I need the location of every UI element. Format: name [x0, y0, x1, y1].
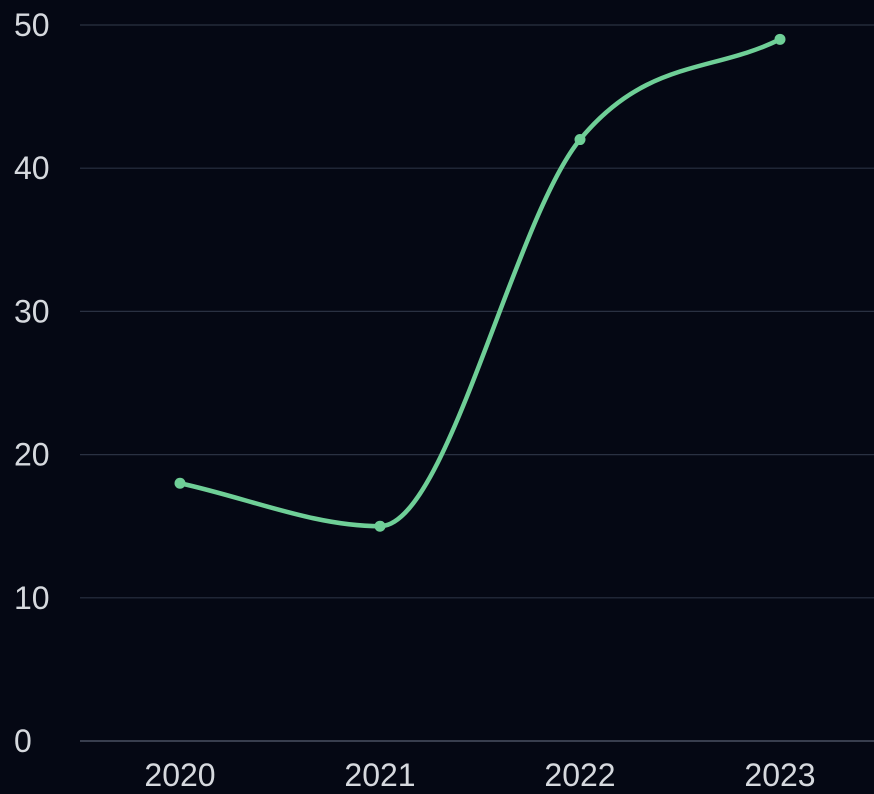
y-tick-label-30: 30: [14, 293, 50, 329]
x-tick-label-2022: 2022: [544, 757, 615, 793]
y-tick-label-50: 50: [14, 7, 50, 43]
grid-lines: [80, 24, 874, 742]
y-tick-label-0: 0: [14, 723, 32, 759]
y-tick-label-40: 40: [14, 150, 50, 186]
y-tick-label-10: 10: [14, 580, 50, 616]
x-tick-label-2023: 2023: [744, 757, 815, 793]
data-point-2023: [774, 33, 786, 45]
y-axis-ticks: 0 10 20 30 40 50: [14, 7, 50, 759]
data-point-2021: [374, 520, 386, 532]
x-axis-ticks: 2020 2021 2022 2023: [144, 757, 815, 793]
data-point-2022: [574, 134, 586, 146]
series-layer: [174, 33, 786, 532]
series-line-0: [177, 37, 783, 529]
x-tick-label-2020: 2020: [144, 757, 215, 793]
y-tick-label-20: 20: [14, 437, 50, 473]
x-tick-label-2021: 2021: [344, 757, 415, 793]
data-point-2020: [174, 477, 186, 489]
